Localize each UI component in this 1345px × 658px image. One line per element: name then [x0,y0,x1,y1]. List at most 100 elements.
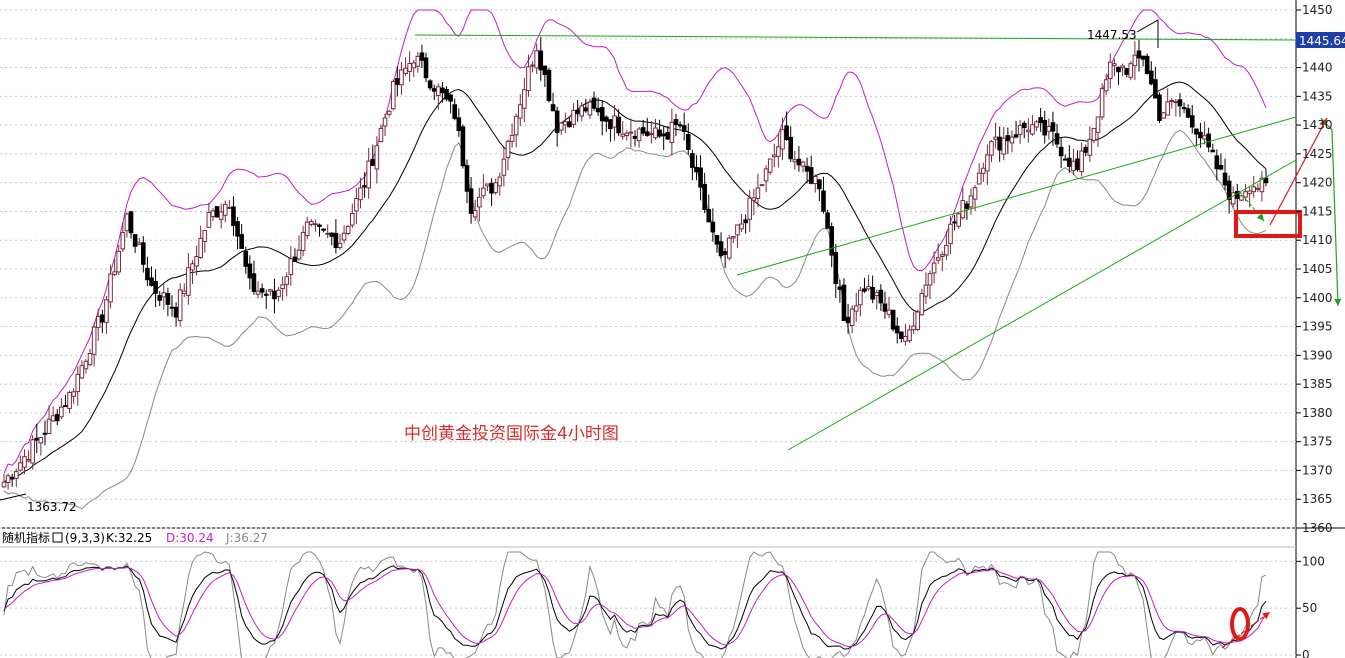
candle-body [849,308,855,327]
y-tick-label: 1415 [1302,204,1333,218]
candle-body [546,69,552,101]
candle-body [349,212,355,226]
analysis-markers [1234,117,1342,307]
candle-body [833,251,839,285]
candle-body [255,290,261,295]
candle-body [685,134,691,150]
candle-body [968,195,974,208]
candle-body [776,146,781,157]
candle-body [903,336,908,342]
candle-body [907,329,912,342]
candle-body [124,213,130,232]
candle-body [464,165,470,192]
indicator-tick-label: 50 [1302,601,1317,615]
candle-body [317,224,322,227]
bollinger-bands [3,9,1267,510]
candle-body [1194,128,1199,135]
upper-band [3,9,1267,474]
candle-body [755,187,761,199]
candle-body [866,285,871,290]
candle-body [644,131,650,136]
candle-body [161,292,167,298]
candle-body [222,203,228,216]
candle-body [640,127,646,134]
indicator-toggle-icon[interactable] [52,532,63,543]
current-price-label: 1445.64 [1299,34,1345,48]
candle-body [378,127,384,143]
candle-body [952,221,957,224]
candle-body [1132,54,1138,67]
candle-body [681,125,687,132]
cross-circle-marker [1230,607,1250,641]
candle-body [173,306,179,318]
indicator-d: D:30.24 [166,531,214,545]
candle-body [604,116,609,122]
candle-body [772,154,777,158]
candle-body [517,104,523,119]
candle-body [313,223,318,226]
candle-body [1083,146,1089,153]
candle-body [845,316,851,323]
candle-body [1144,55,1150,74]
candle-body [1230,192,1236,205]
stoch-d-line [3,566,1267,648]
candle-body [87,353,93,366]
candle-body [30,439,35,464]
candle-body [1099,88,1105,118]
candle-body [1157,94,1162,122]
candle-body [1214,155,1220,170]
y-tick-label: 1435 [1302,89,1333,103]
y-tick-label: 1410 [1302,233,1333,247]
candle-body [42,432,48,435]
candle-body [649,133,654,136]
candle-body [1017,124,1023,135]
stoch-j-line [3,551,1267,658]
stoch-up-arrow [1221,611,1271,649]
indicator-k: K:32.25 [106,531,152,545]
candle-body [18,462,23,471]
current-price-box [1296,32,1345,48]
candle-body [1013,134,1019,138]
candle-body [1050,122,1056,132]
candle-body [460,126,466,167]
candle-body [530,64,535,67]
candle-body [390,81,396,110]
candle-body [976,172,982,185]
candle-body [1067,157,1072,167]
candle-body [345,225,351,234]
candle-body [509,134,515,142]
candle-body [784,125,789,140]
candle-body [91,326,97,355]
candle-body [75,373,81,393]
target-zone-box [1234,210,1302,238]
candle-body [722,251,728,255]
candle-body [505,140,511,158]
low-pointer [0,493,27,501]
candle-body [448,94,453,102]
candle-body [403,67,408,74]
up-arrow [1269,117,1328,226]
candle-body [337,242,343,249]
candle-body [915,311,921,331]
candle-body [227,206,232,209]
candle-body [116,250,122,273]
candle-body [214,206,220,218]
candle-body [853,305,859,312]
candle-body [206,211,212,228]
candle-body [280,284,285,290]
candle-body [1226,180,1232,200]
candle-body [792,159,798,163]
candle-body [673,119,679,125]
candle-body [1,481,7,488]
candle-body [677,124,683,127]
candle-body [231,206,236,227]
candle-body [759,184,765,187]
candle-body [1189,115,1195,128]
candle-body [1079,150,1084,173]
candle-body [919,292,925,316]
candle-body [423,57,429,79]
candle-body [132,234,138,247]
candle-body [575,109,580,115]
candle-body [522,89,527,109]
candle-body [272,290,277,300]
